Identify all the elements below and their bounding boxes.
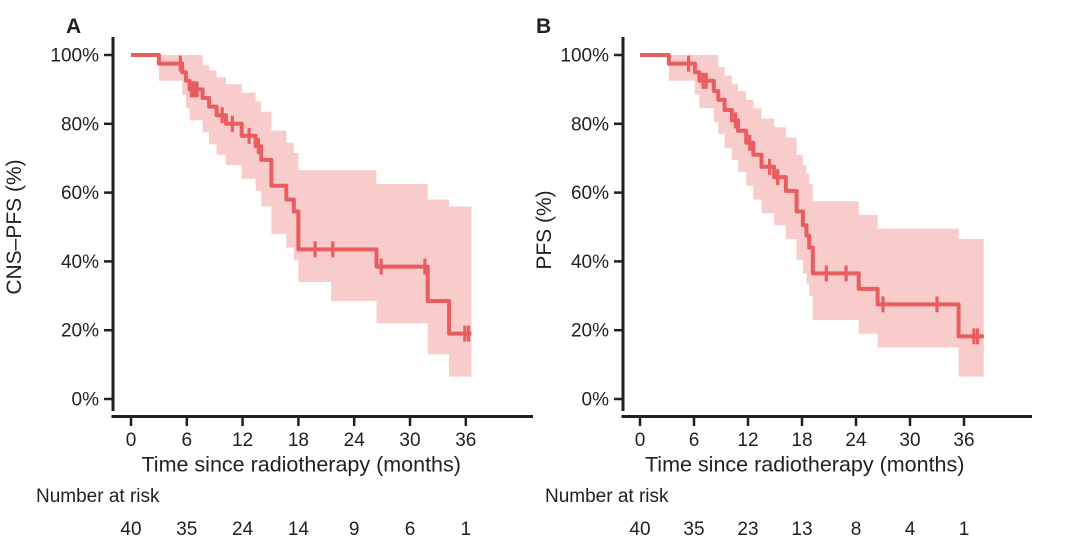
x-tick-label: 30	[899, 430, 920, 451]
km-curve	[131, 53, 472, 336]
risk-count: 1	[959, 519, 970, 540]
risk-count: 14	[288, 519, 310, 540]
x-tick-label: 0	[635, 430, 646, 451]
x-tick-label: 12	[232, 430, 253, 451]
risk-count: 35	[176, 519, 197, 540]
risk-count: 8	[851, 519, 862, 540]
y-tick-label: 100%	[50, 46, 99, 67]
x-tick-label: 18	[791, 430, 812, 451]
y-tick-label: 40%	[61, 252, 99, 273]
number-at-risk-label: Number at risk	[545, 486, 669, 507]
risk-count: 13	[791, 519, 812, 540]
risk-count: 24	[232, 519, 254, 540]
panel-label: B	[536, 15, 551, 38]
y-tick-label: 20%	[61, 321, 99, 342]
x-tick-label: 24	[845, 430, 867, 451]
y-axis-title: CNS–PFS (%)	[3, 159, 26, 294]
x-tick-label: 36	[953, 430, 974, 451]
x-tick-label: 6	[689, 430, 700, 451]
x-tick-label: 18	[288, 430, 309, 451]
y-axis-title: PFS (%)	[533, 190, 556, 269]
y-tick-label: 80%	[571, 114, 609, 135]
risk-count: 4	[905, 519, 916, 540]
number-at-risk-label: Number at risk	[36, 486, 160, 507]
y-tick-label: 0%	[72, 390, 100, 411]
confidence-band	[640, 55, 984, 377]
x-tick-label: 30	[399, 430, 420, 451]
risk-count: 35	[683, 519, 704, 540]
panel-label: A	[66, 15, 81, 38]
risk-count: 1	[461, 519, 472, 540]
confidence-band	[131, 55, 472, 377]
x-tick-label: 12	[737, 430, 758, 451]
x-tick-label: 0	[126, 430, 137, 451]
y-tick-label: 0%	[582, 390, 610, 411]
y-tick-label: 20%	[571, 321, 609, 342]
x-axis-title: Time since radiotherapy (months)	[645, 453, 964, 477]
risk-count: 6	[405, 519, 416, 540]
y-tick-label: 100%	[560, 46, 609, 67]
km-curve	[640, 53, 984, 339]
x-axis-title: Time since radiotherapy (months)	[141, 453, 460, 477]
y-tick-label: 60%	[61, 183, 99, 204]
x-tick-label: 6	[182, 430, 193, 451]
risk-count: 40	[120, 519, 141, 540]
y-tick-label: 40%	[571, 252, 609, 273]
risk-count: 9	[349, 519, 360, 540]
y-tick-label: 80%	[61, 114, 99, 135]
x-tick-label: 24	[344, 430, 366, 451]
risk-count: 40	[629, 519, 650, 540]
x-tick-label: 36	[455, 430, 476, 451]
risk-count: 23	[737, 519, 758, 540]
y-tick-label: 60%	[571, 183, 609, 204]
